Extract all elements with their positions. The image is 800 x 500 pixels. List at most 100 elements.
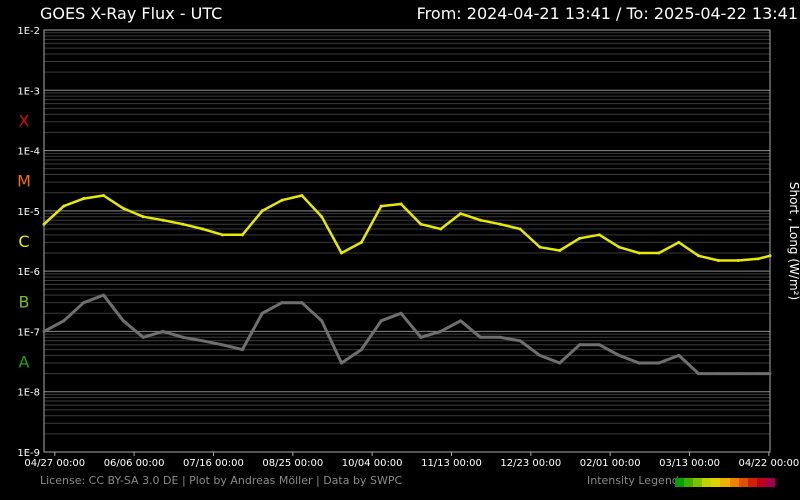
y-tick-label: 1E-5 (17, 207, 40, 218)
data-point-short (340, 361, 344, 365)
data-point-short (538, 353, 542, 357)
data-point-short (617, 353, 621, 357)
data-point-long (637, 251, 641, 255)
flare-class-label: C (18, 232, 29, 251)
data-point-long (558, 248, 562, 252)
data-point-short (459, 319, 463, 323)
data-point-short (478, 335, 482, 339)
data-point-short (697, 372, 701, 376)
x-tick-label: 07/16 00:00 (183, 458, 244, 469)
data-point-short (141, 335, 145, 339)
series-line-long (43, 194, 771, 262)
data-point-long (141, 215, 145, 219)
legend-swatch (684, 478, 694, 487)
flare-class-label: B (19, 292, 30, 311)
flare-class-label: A (19, 353, 30, 372)
data-point-short (578, 343, 582, 347)
data-point-long (538, 245, 542, 249)
x-tick-label: 10/04 00:00 (342, 458, 403, 469)
data-point-long (478, 218, 482, 222)
series-line-short (43, 293, 770, 376)
data-point-long (419, 222, 423, 226)
data-point-long (399, 202, 403, 206)
data-point-short (597, 343, 601, 347)
data-point-short (379, 319, 383, 323)
data-point-long (161, 218, 165, 222)
data-point-long (459, 212, 463, 216)
data-point-long (240, 233, 244, 237)
data-point-long (260, 209, 264, 213)
data-point-long (359, 240, 363, 244)
data-point-long (597, 233, 601, 237)
data-point-long (280, 198, 284, 202)
data-point-long (300, 193, 304, 197)
credits-text: License: CC BY-SA 3.0 DE | Plot by Andre… (40, 474, 403, 487)
data-point-short (768, 372, 772, 376)
x-tick-label: 11/13 00:00 (421, 458, 482, 469)
y-tick-label: 1E-9 (17, 448, 40, 459)
legend-swatch (720, 478, 730, 487)
x-tick-label: 02/01 00:00 (580, 458, 641, 469)
legend-swatch (711, 478, 721, 487)
legend-swatch (729, 478, 739, 487)
data-point-short (677, 353, 681, 357)
legend-swatch (738, 478, 748, 487)
data-point-short (716, 372, 720, 376)
x-tick-label: 12/23 00:00 (500, 458, 561, 469)
x-tick-label: 06/06 00:00 (104, 458, 165, 469)
plot-frame (43, 29, 771, 453)
legend-swatch (675, 478, 685, 487)
data-point-short (399, 311, 403, 315)
x-tick-label: 08/25 00:00 (262, 458, 323, 469)
data-point-long (181, 222, 185, 226)
chart-title: GOES X-Ray Flux - UTC (40, 4, 223, 23)
data-point-long (677, 240, 681, 244)
data-point-long (201, 227, 205, 231)
date-range: From: 2024-04-21 13:41 / To: 2025-04-22 … (416, 4, 798, 23)
y-tick-label: 1E-6 (17, 267, 40, 278)
data-point-short (201, 339, 205, 343)
y-tick-label: 1E-2 (17, 26, 40, 37)
data-point-short (240, 348, 244, 352)
data-point-short (161, 329, 165, 333)
y-axis-label: Short , Long (W/m²) (787, 182, 800, 300)
data-point-short (221, 343, 225, 347)
data-point-long (617, 245, 621, 249)
data-point-long (518, 227, 522, 231)
flare-class-label: X (19, 111, 30, 130)
data-point-short (518, 339, 522, 343)
data-point-short (280, 301, 284, 305)
legend-swatch (756, 478, 766, 487)
data-point-short (498, 335, 502, 339)
y-tick-label: 1E-4 (17, 147, 40, 158)
legend-swatch (765, 478, 776, 487)
data-point-short (558, 361, 562, 365)
data-point-short (439, 329, 443, 333)
data-point-long (42, 222, 46, 226)
y-tick-label: 1E-7 (17, 327, 40, 338)
y-tick-label: 1E-3 (17, 86, 40, 97)
intensity-legend-bar (675, 478, 776, 487)
legend-swatch (747, 478, 757, 487)
data-point-short (42, 329, 46, 333)
data-point-short (419, 335, 423, 339)
data-point-long (736, 259, 740, 263)
data-point-short (756, 372, 760, 376)
x-tick-label: 04/27 00:00 (24, 458, 85, 469)
data-point-long (768, 254, 772, 258)
data-point-long (102, 193, 106, 197)
flare-class-label: M (17, 172, 31, 191)
data-point-short (102, 293, 106, 297)
data-point-short (260, 311, 264, 315)
data-point-short (82, 301, 86, 305)
data-point-long (498, 222, 502, 226)
data-point-short (736, 372, 740, 376)
data-point-short (637, 361, 641, 365)
data-point-long (756, 257, 760, 261)
data-point-short (181, 335, 185, 339)
data-point-long (716, 259, 720, 263)
data-point-long (578, 236, 582, 240)
data-point-short (657, 361, 661, 365)
x-tick-label: 03/13 00:00 (659, 458, 720, 469)
